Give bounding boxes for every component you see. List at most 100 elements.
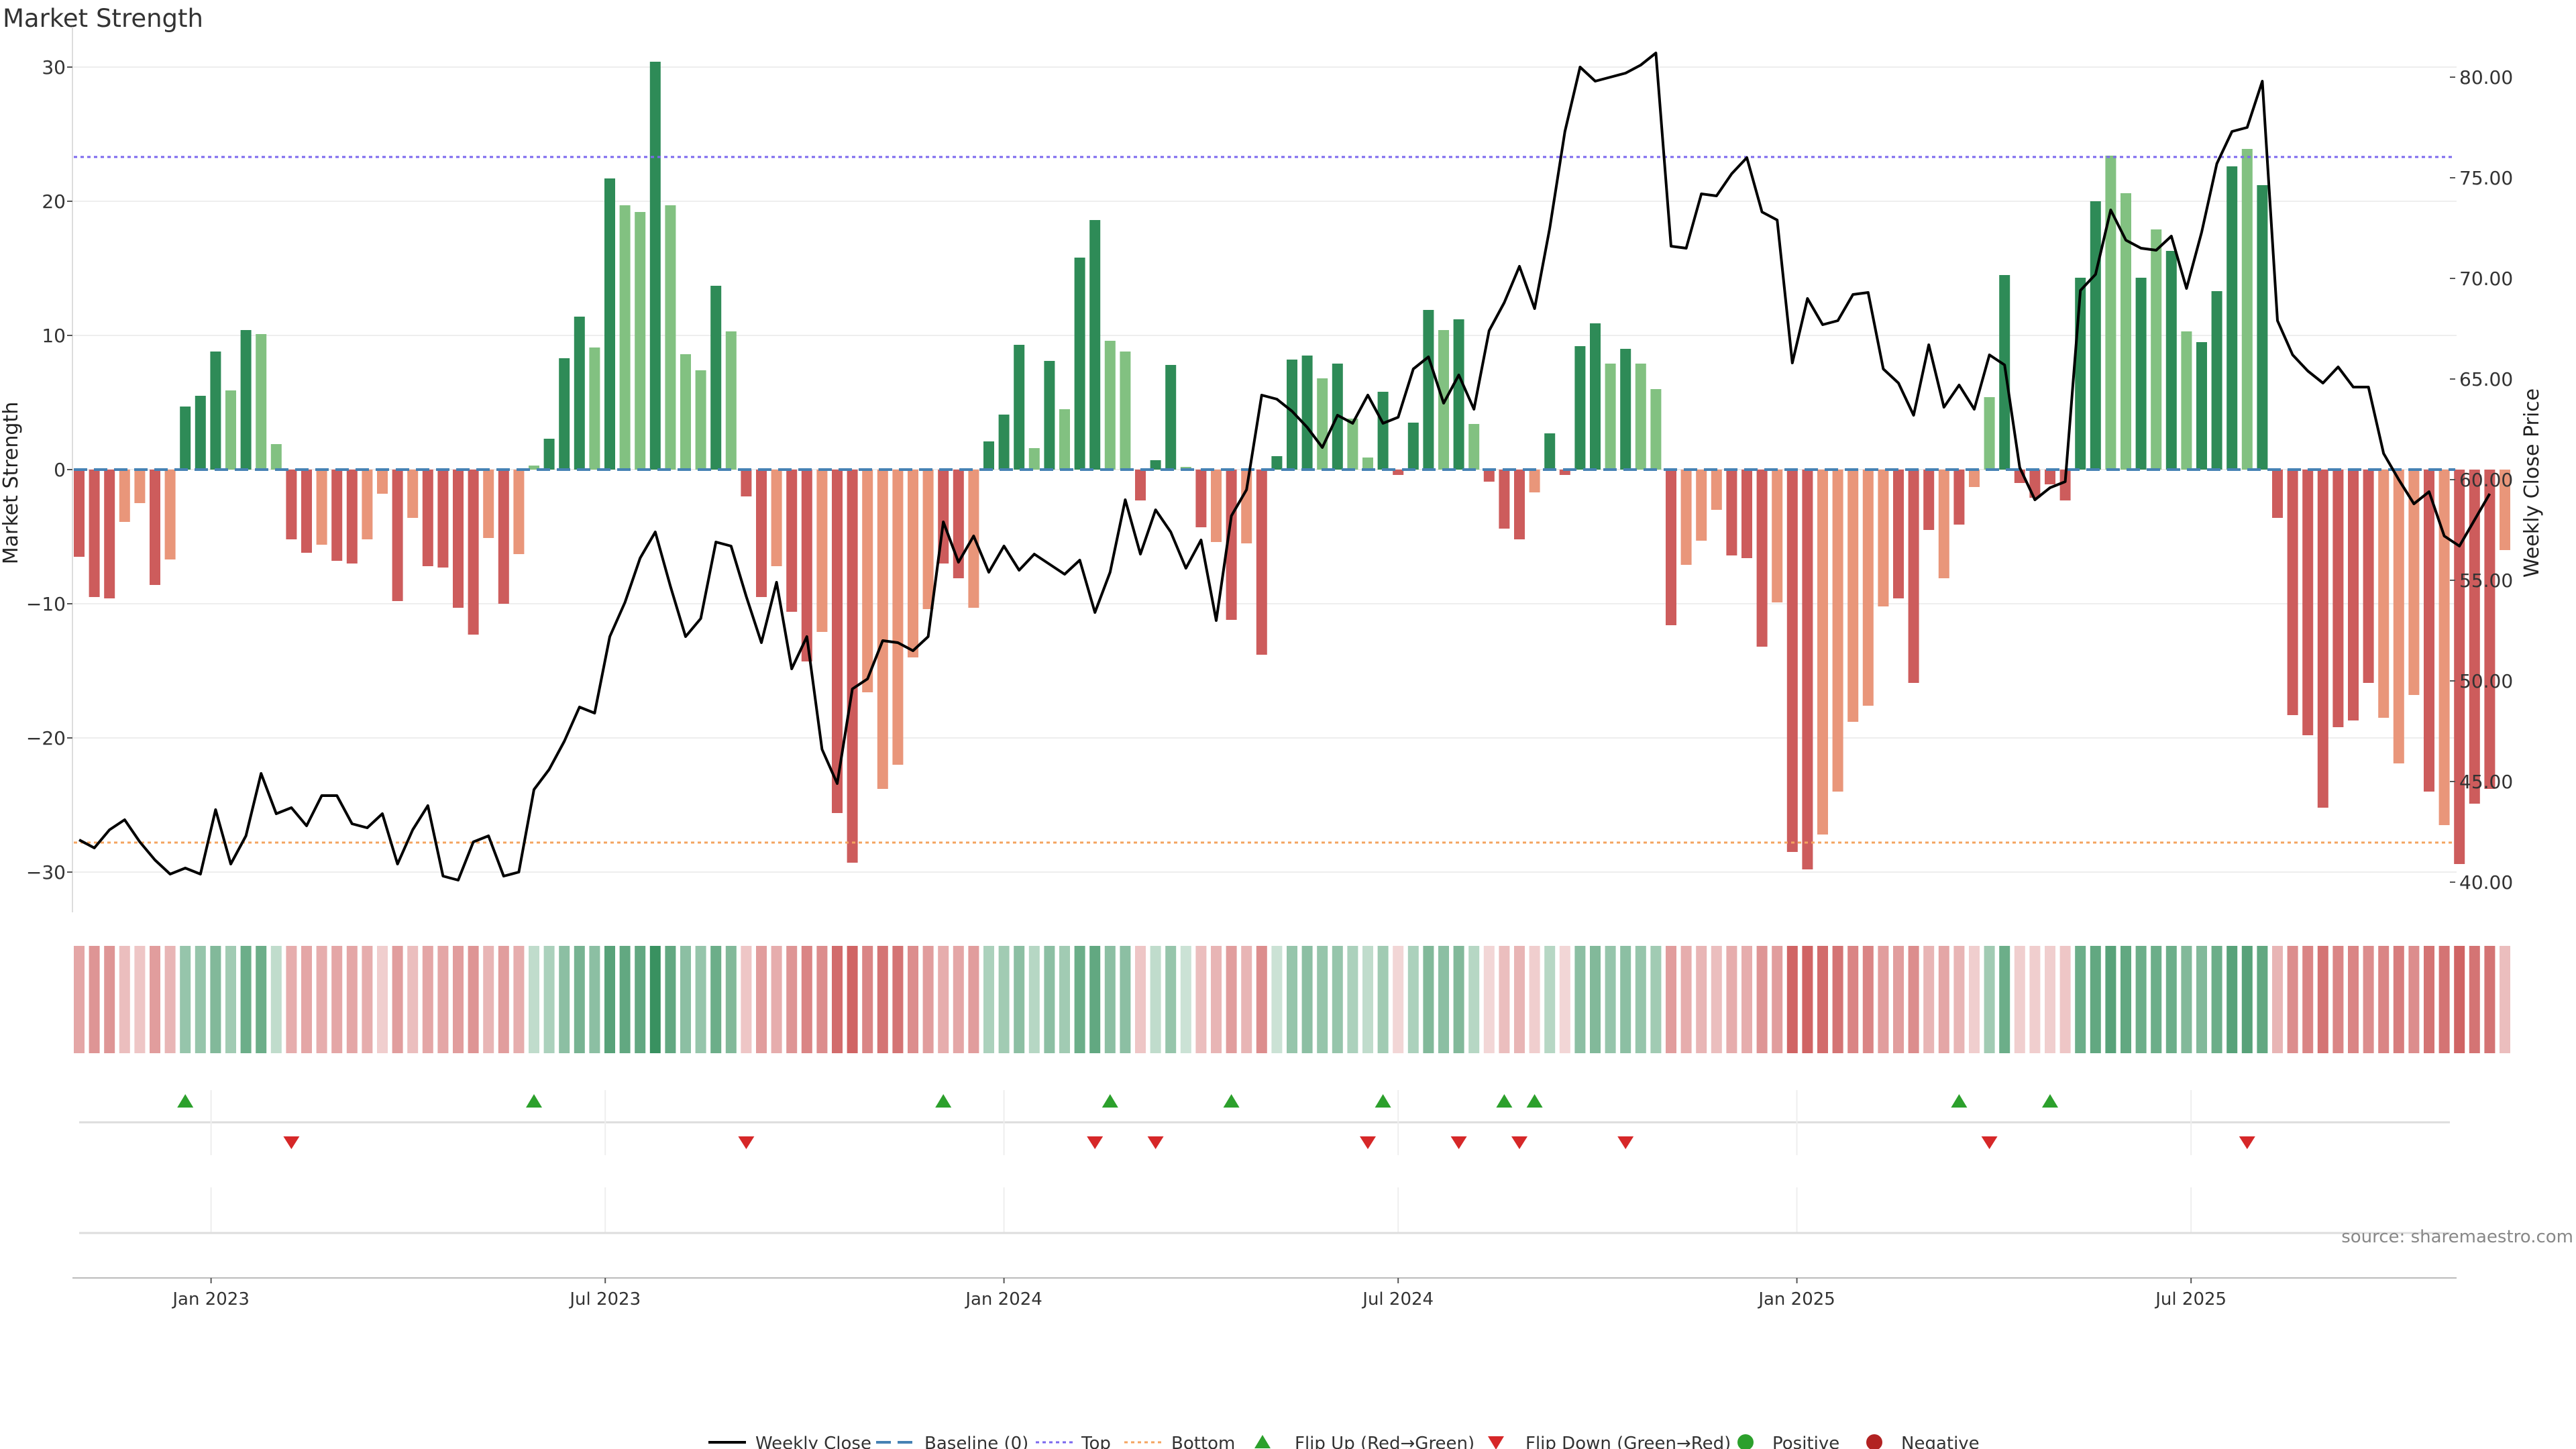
strength-bar — [468, 470, 479, 635]
legend: Weekly Close Baseline (0) Top Bottom Fli… — [708, 1434, 1980, 1449]
legend-label-negative: Negative — [1901, 1434, 1980, 1449]
heatmap-cell — [1483, 946, 1495, 1053]
heatmap-cell — [1195, 946, 1207, 1053]
heatmap-cell — [195, 946, 206, 1053]
strength-bar — [2105, 156, 2116, 470]
strength-bar — [862, 470, 873, 692]
strength-bar — [1832, 470, 1843, 792]
heatmap-cell — [2287, 946, 2298, 1053]
heatmap-cell — [665, 946, 676, 1053]
heatmap-cell — [164, 946, 176, 1053]
strength-bar — [619, 205, 631, 470]
flip-up-marker — [1375, 1094, 1391, 1108]
strength-bar — [164, 470, 176, 559]
strength-bar — [1862, 470, 1874, 706]
strength-bar — [1211, 470, 1222, 542]
heatmap-cell — [2135, 946, 2147, 1053]
strength-bar — [1666, 470, 1676, 625]
heatmap-cell — [1059, 946, 1070, 1053]
strength-bar — [1241, 470, 1252, 543]
heatmap-cell — [1468, 946, 1480, 1053]
heatmap-cell — [1256, 946, 1267, 1053]
heatmap-cell — [1301, 946, 1313, 1053]
heatmap-cell — [119, 946, 130, 1053]
x-tick-label: Jul 2024 — [1361, 1289, 1434, 1309]
heatmap-cell — [104, 946, 115, 1053]
strength-bar — [1711, 470, 1722, 510]
right-tick-label: 75.00 — [2459, 167, 2513, 189]
strength-bar — [574, 317, 585, 470]
heatmap-cell — [1969, 946, 1980, 1053]
right-tick-label: 70.00 — [2459, 268, 2513, 290]
strength-bar — [1635, 364, 1646, 470]
strength-bar — [2029, 470, 2041, 498]
strength-bar — [832, 470, 843, 813]
heatmap-cell — [1908, 946, 1919, 1053]
strength-bar — [195, 396, 206, 470]
strength-bar — [1529, 470, 1540, 492]
chart-title: Market Strength — [3, 4, 203, 33]
flip-down-icon — [1488, 1436, 1504, 1449]
heatmap-cell — [1817, 946, 1828, 1053]
heatmap-cell — [2272, 946, 2283, 1053]
strength-bar — [649, 62, 661, 470]
reference-lines — [74, 156, 2455, 844]
legend-item-top: Top — [1036, 1434, 1111, 1449]
strength-bar — [2438, 470, 2450, 825]
heatmap-cell — [2029, 946, 2041, 1053]
heatmap-cell — [1165, 946, 1177, 1053]
heatmap-cell — [1650, 946, 1662, 1053]
heatmap-cell — [1559, 946, 1570, 1053]
strength-bar — [2211, 291, 2222, 470]
heatmap-cell — [2454, 946, 2465, 1053]
left-tick-label: 30 — [42, 56, 66, 78]
strength-bar — [1772, 470, 1783, 602]
strength-bar — [1650, 389, 1662, 470]
x-tick-label: Jan 2024 — [964, 1289, 1042, 1309]
right-tick-label: 45.00 — [2459, 771, 2513, 793]
strength-bar — [1908, 470, 1919, 683]
left-tick-label: −20 — [26, 727, 66, 749]
heatmap-cell — [543, 946, 555, 1053]
flip-up-marker — [2042, 1094, 2058, 1108]
strength-bar — [1847, 470, 1859, 722]
left-axis-label: Market Strength — [0, 402, 23, 564]
heatmap-cell — [377, 946, 388, 1053]
x-tick-label: Jul 2023 — [568, 1289, 641, 1309]
strength-bar — [2272, 470, 2283, 518]
heatmap-cell — [1847, 946, 1859, 1053]
heatmap-cell — [1514, 946, 1525, 1053]
heatmap-cell — [225, 946, 236, 1053]
x-tick-label: Jan 2025 — [1757, 1289, 1835, 1309]
heatmap-cell — [2317, 946, 2328, 1053]
heatmap-cell — [1028, 946, 1040, 1053]
strength-bar — [1074, 258, 1085, 470]
strength-bar — [1559, 470, 1570, 475]
flip-up-marker — [1526, 1094, 1543, 1108]
strength-bar — [2484, 470, 2496, 789]
heatmap-cell — [331, 946, 343, 1053]
strength-bar — [2257, 185, 2268, 470]
x-axis-ticks: Jan 2023 Jul 2023 Jan 2024 Jul 2024 Jan 2025… — [171, 1278, 2226, 1309]
legend-label-weekly-close: Weekly Close — [755, 1434, 871, 1449]
strength-bar — [953, 470, 964, 578]
weekly-close-line — [78, 52, 2491, 881]
heatmap-cell — [649, 946, 661, 1053]
heatmap-cell — [1878, 946, 1889, 1053]
heatmap-cell — [74, 946, 85, 1053]
heatmap-cell — [589, 946, 600, 1053]
heatmap-cell — [877, 946, 888, 1053]
heatmap-cell — [1074, 946, 1085, 1053]
weekly-close-polyline — [78, 52, 2491, 881]
heatmap-cell — [786, 946, 798, 1053]
heatmap-cell — [771, 946, 782, 1053]
heatmap-cell — [1574, 946, 1586, 1053]
left-tick-label: −30 — [26, 861, 66, 883]
flip-up-marker — [1496, 1094, 1513, 1108]
legend-item-bottom: Bottom — [1124, 1434, 1235, 1449]
strength-bar — [1802, 470, 1813, 869]
strength-bar — [1483, 470, 1495, 482]
legend-item-weekly-close: Weekly Close — [708, 1434, 871, 1449]
flip-down-marker — [1511, 1136, 1527, 1149]
